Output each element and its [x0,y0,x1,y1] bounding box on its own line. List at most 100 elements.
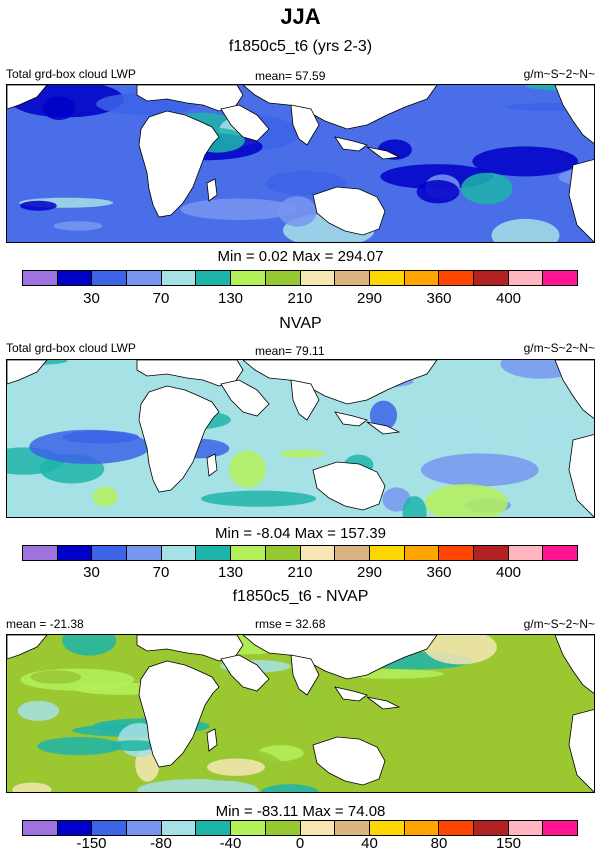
colorbar-tick-label: 80 [430,835,448,852]
colorbar-tick-label: 130 [217,290,244,307]
panel1-left-label: Total grd-box cloud LWP [6,67,136,81]
panel3-minmax: Min = -83.11 Max = 74.08 [215,803,386,820]
colorbar-swatch [161,546,197,560]
map-landmass [242,360,438,405]
map-contour-region [12,782,52,792]
map-contour-region [261,784,319,792]
map-contour-region [137,779,259,792]
map-landmass [568,434,594,517]
panel1-map-svg [7,85,594,242]
colorbar-swatch [473,271,509,285]
map-contour-region [168,507,212,517]
map-landmass [568,159,594,242]
colorbar-swatch [439,546,474,560]
panel1-colorbar-ticks: 30 70 130 210 290 360 400 [22,290,578,308]
colorbar-tick-label: -150 [76,835,107,852]
colorbar-swatch [335,821,370,835]
colorbar-tick-label: 130 [217,564,244,581]
colorbar-swatch [473,546,509,560]
colorbar-swatch [300,271,336,285]
map-contour-region [425,484,508,517]
map-landmass [220,379,270,417]
map-landmass [290,104,320,146]
map-contour-region [461,172,513,205]
colorbar-swatch [300,546,336,560]
colorbar-tick-label: 210 [287,290,313,307]
panel1-map [6,84,595,243]
colorbar-swatch [57,271,93,285]
map-contour-region [414,420,497,449]
colorbar-swatch [265,821,301,835]
map-landmass [136,635,244,662]
map-contour-region [529,416,587,445]
colorbar-swatch [196,546,232,560]
map-landmass [290,654,320,696]
map-contour-region [20,200,57,211]
map-landmass [312,461,386,511]
colorbar-swatch [127,271,162,285]
map-contour-region [201,490,317,507]
colorbar-tick-label: 290 [356,564,383,581]
colorbar-tick-label: 30 [83,564,100,581]
colorbar-swatch [508,821,544,835]
colorbar-swatch [231,271,266,285]
panel2-mean-label: mean= 79.11 [255,344,325,358]
map-landmass [312,736,386,786]
panel3-colorbar [22,820,578,836]
colorbar-swatch [92,271,128,285]
colorbar-swatch [23,821,58,835]
colorbar-swatch [23,546,58,560]
panel2-left-label: Total grd-box cloud LWP [6,341,136,355]
map-contour-region [180,198,297,220]
colorbar-swatch [161,821,197,835]
panel2-minmax: Min = -8.04 Max = 157.39 [215,525,386,542]
map-contour-region [420,453,539,487]
map-landmass [136,360,244,387]
map-contour-region [369,400,398,430]
panel2-map-svg [7,360,594,517]
map-landmass [554,360,594,419]
panel2-units-label: g/m~S~2~N~ [523,341,595,355]
map-contour-region [207,758,265,776]
panel3-map [6,634,595,793]
panel3-colorbar-ticks: -150 -80 -40 0 40 80 150 [22,835,578,853]
map-contour-region [62,430,140,444]
map-contour-region [92,486,118,507]
colorbar-swatch [473,821,509,835]
colorbar-swatch [127,546,162,560]
colorbar-tick-label: 360 [426,564,452,581]
colorbar-swatch [369,271,405,285]
map-contour-region [491,218,560,242]
colorbar-tick-label: 360 [426,290,452,307]
colorbar-swatch [439,271,474,285]
colorbar-tick-label: 70 [152,564,170,581]
panel3-map-svg [7,635,594,792]
map-contour-region [265,171,348,196]
map-landmass [366,421,401,435]
panel2-map [6,359,595,518]
map-landmass [206,178,218,202]
map-landmass [568,709,594,792]
map-contour-region [37,737,122,756]
panel3-rmse-label: rmse = 32.68 [255,617,326,631]
map-contour-region [53,221,103,231]
colorbar-swatch [300,821,336,835]
page-title: JJA [280,4,321,29]
panel3-units-label: g/m~S~2~N~ [523,617,595,631]
map-landmass [334,686,368,702]
panel2-subtitle: NVAP [279,315,322,332]
map-landmass [7,85,48,110]
map-contour-region [229,450,266,489]
panel3-mean-label: mean = -21.38 [6,617,84,631]
map-landmass [220,104,270,142]
map-contour-region [62,635,117,656]
panel1-subtitle: f1850c5_t6 (yrs 2-3) [228,38,373,55]
panel1-mean-label: mean= 57.59 [255,69,326,83]
map-landmass [206,453,218,477]
colorbar-swatch [369,821,405,835]
colorbar-swatch [335,271,370,285]
map-landmass [366,696,401,710]
map-landmass [242,85,438,130]
colorbar-swatch [543,821,577,835]
map-landmass [242,635,438,680]
